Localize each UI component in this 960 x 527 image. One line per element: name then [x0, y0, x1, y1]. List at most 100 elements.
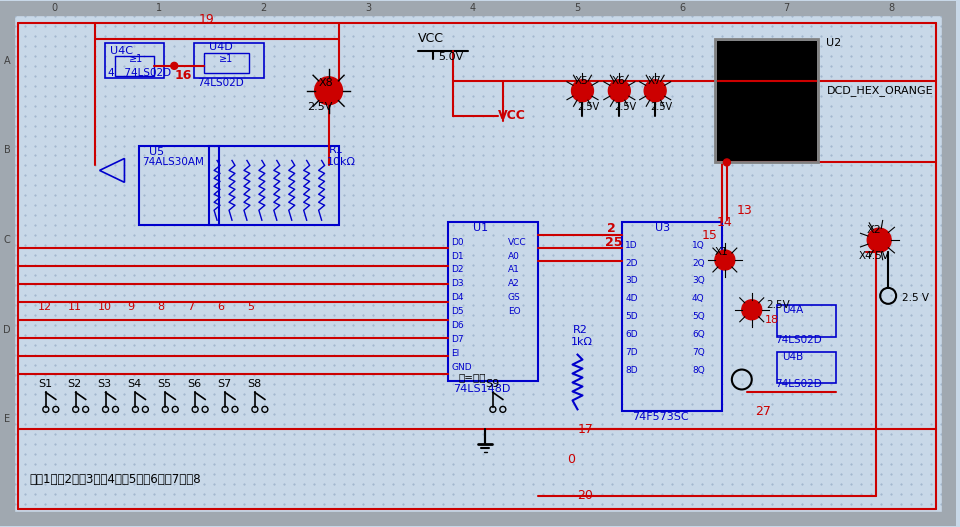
- Circle shape: [715, 250, 734, 270]
- Text: ≥1: ≥1: [130, 54, 144, 64]
- Text: A: A: [4, 56, 11, 66]
- Text: 4Q: 4Q: [692, 295, 705, 304]
- Text: 15: 15: [702, 229, 718, 241]
- Text: 9: 9: [128, 302, 134, 312]
- Text: 3D: 3D: [625, 277, 638, 286]
- Text: 2.5V: 2.5V: [578, 102, 600, 112]
- Text: 5Q: 5Q: [692, 313, 705, 321]
- Text: 14: 14: [717, 216, 732, 229]
- Text: S4: S4: [128, 379, 142, 389]
- Text: 1kΩ: 1kΩ: [570, 337, 592, 347]
- Text: 13: 13: [737, 204, 753, 217]
- Text: 16: 16: [175, 70, 192, 82]
- Bar: [777, 352, 836, 384]
- Text: 5: 5: [247, 302, 254, 312]
- Text: VCC: VCC: [508, 238, 526, 247]
- Text: GS: GS: [508, 294, 520, 302]
- Text: R2: R2: [572, 325, 588, 335]
- Text: D5: D5: [451, 307, 464, 316]
- Text: U4A: U4A: [781, 305, 803, 315]
- Text: S3: S3: [98, 379, 111, 389]
- Text: 74F573SC: 74F573SC: [633, 412, 689, 422]
- Circle shape: [644, 80, 666, 102]
- Text: D1: D1: [451, 251, 464, 260]
- Text: X7: X7: [647, 76, 660, 86]
- Text: 4D: 4D: [625, 295, 637, 304]
- Text: 1: 1: [156, 3, 162, 13]
- Text: D0: D0: [451, 238, 464, 247]
- Bar: [194, 43, 264, 78]
- Text: X4.5V: X4.5V: [858, 251, 889, 261]
- Text: 7Q: 7Q: [692, 348, 705, 357]
- Text: D3: D3: [451, 279, 464, 288]
- Text: 6Q: 6Q: [692, 330, 705, 339]
- Text: 8: 8: [157, 302, 164, 312]
- Text: EI: EI: [451, 349, 459, 358]
- Circle shape: [742, 300, 761, 320]
- Text: 5D: 5D: [625, 313, 638, 321]
- Text: 2.5 V: 2.5 V: [902, 293, 929, 303]
- Bar: [139, 145, 219, 225]
- Text: 2.5V: 2.5V: [306, 102, 332, 112]
- Circle shape: [171, 62, 178, 70]
- Bar: [204, 53, 249, 73]
- Text: 19: 19: [199, 13, 215, 25]
- Text: 74LS02D: 74LS02D: [775, 335, 822, 345]
- Text: B: B: [4, 145, 11, 155]
- Text: 8Q: 8Q: [692, 366, 705, 375]
- Text: U5: U5: [150, 148, 164, 158]
- Text: 74LS148D: 74LS148D: [453, 385, 511, 394]
- Text: 18: 18: [765, 315, 779, 325]
- Text: 6D: 6D: [625, 330, 638, 339]
- Text: ≥1: ≥1: [219, 54, 233, 64]
- Text: EO: EO: [508, 307, 520, 316]
- Text: 1Q: 1Q: [692, 241, 705, 250]
- Text: DCD_HEX_ORANGE: DCD_HEX_ORANGE: [827, 85, 933, 96]
- Text: 2.5V: 2.5V: [767, 300, 790, 310]
- Text: U1: U1: [473, 223, 488, 233]
- Bar: [942, 1, 956, 526]
- Text: 11: 11: [68, 302, 82, 312]
- Text: X6: X6: [612, 76, 625, 86]
- Text: 0: 0: [567, 453, 576, 466]
- Text: 2.5V: 2.5V: [614, 102, 636, 112]
- Text: 2: 2: [608, 222, 616, 235]
- Text: 7D: 7D: [625, 348, 638, 357]
- Circle shape: [315, 77, 343, 105]
- Bar: [105, 43, 164, 78]
- Text: 74LS02D: 74LS02D: [197, 78, 244, 88]
- Text: 74ALS30AM: 74ALS30AM: [142, 158, 204, 168]
- Text: U4C: U4C: [109, 46, 132, 56]
- Text: 10: 10: [98, 302, 111, 312]
- Text: 2D: 2D: [625, 259, 637, 268]
- Text: U2: U2: [827, 38, 842, 48]
- Bar: [0, 1, 14, 526]
- Text: S6: S6: [187, 379, 202, 389]
- Text: A1: A1: [508, 266, 519, 275]
- Text: 6: 6: [217, 302, 224, 312]
- Text: 8D: 8D: [625, 366, 638, 375]
- Text: 键=空格: 键=空格: [458, 373, 486, 383]
- Text: X2: X2: [866, 225, 881, 235]
- Circle shape: [609, 80, 631, 102]
- Text: 7: 7: [187, 302, 194, 312]
- Text: S9: S9: [485, 379, 499, 389]
- Circle shape: [867, 228, 891, 252]
- Bar: [777, 305, 836, 337]
- Text: 2.5V: 2.5V: [650, 102, 672, 112]
- Text: S2: S2: [68, 379, 82, 389]
- Text: GND: GND: [451, 363, 471, 372]
- Text: 10kΩ: 10kΩ: [326, 158, 355, 168]
- Text: 5.0V: 5.0V: [438, 52, 464, 62]
- Bar: [114, 56, 155, 76]
- Text: 0: 0: [52, 3, 58, 13]
- Text: 25: 25: [606, 236, 623, 249]
- Text: 2: 2: [261, 3, 267, 13]
- Text: 12: 12: [37, 302, 52, 312]
- Text: 键＝1键＝2键＝3键＝4键＝5键＝6键＝7键＝8: 键＝1键＝2键＝3键＝4键＝5键＝6键＝7键＝8: [30, 473, 202, 485]
- Bar: [717, 41, 816, 160]
- Text: 4: 4: [469, 3, 476, 13]
- Text: VCC: VCC: [498, 109, 526, 122]
- Text: 8: 8: [888, 3, 894, 13]
- Text: U4D: U4D: [209, 42, 233, 52]
